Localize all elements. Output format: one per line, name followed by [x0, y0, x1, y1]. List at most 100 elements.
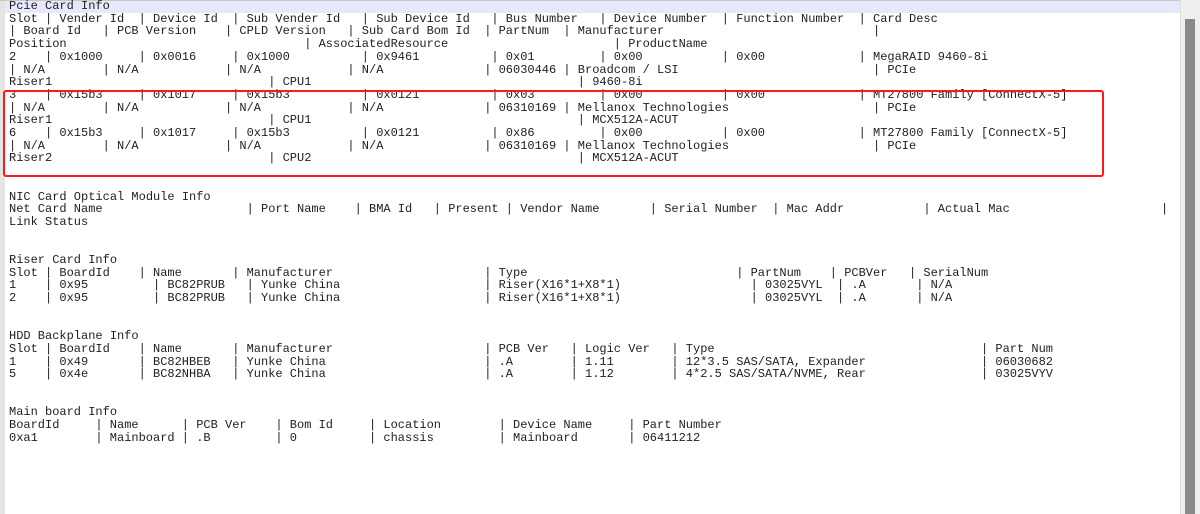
red-highlight-box-mellanox-cards	[3, 90, 1104, 177]
text-cell: | CPU1	[268, 113, 312, 128]
text-cell: | Mac Addr	[772, 202, 845, 217]
text-cell: | N/A	[9, 100, 46, 115]
text-cell: | N/A	[102, 62, 139, 77]
text-cell: Riser1	[9, 75, 53, 90]
riser-header-line: Slot | BoardId | Name | Manufacturer | Type |…	[9, 265, 1179, 280]
text-cell: | Device Number	[599, 11, 708, 26]
text-cell: | CPLD Version	[225, 24, 326, 39]
editor-top-border	[0, 0, 1180, 1]
text-cell: | .A	[484, 354, 513, 369]
text-editor-content[interactable]: Pcie Card Info Slot | Vender Id | Device Id…	[9, 0, 1179, 514]
text-cell: Slot	[9, 265, 38, 280]
text-cell: | BC82PRUB	[153, 278, 226, 293]
riser-section-title: Riser Card Info	[9, 254, 1179, 267]
text-cell: | Name	[138, 265, 182, 280]
text-cell: 2	[9, 291, 17, 306]
text-cell: | Type	[671, 341, 715, 356]
nic-header-line: Net Card Name | Port Name | BMA Id | Presen…	[9, 203, 1179, 216]
mainboard-section-title: Main board Info	[9, 406, 1179, 419]
text-cell: | Part Num	[981, 341, 1054, 356]
text-cell: | BC82HBEB	[138, 354, 211, 369]
text-cell: | Riser(X16*1+X8*1)	[484, 278, 622, 293]
text-cell: Slot	[9, 11, 38, 26]
text-cell: | BC82PRUB	[153, 291, 226, 306]
text-cell: | .B	[181, 430, 211, 445]
text-cell: | Type	[484, 265, 528, 280]
text-cell: | 0x0016	[138, 49, 197, 64]
pcie-text-line: Riser2 | CPU2 | MCX512A-ACUT	[9, 152, 1179, 165]
text-cell: | Yunke China	[232, 354, 326, 369]
text-cell: | Manufacturer	[232, 341, 334, 356]
text-cell: | N/A	[9, 138, 46, 153]
text-cell: | Sub Card Bom Id	[347, 24, 470, 39]
text-cell: Link Status	[9, 214, 89, 229]
text-cell: | 03025VYL	[750, 278, 823, 293]
pcie-text-line: | N/A | N/A | N/A | N/A | 06310169 | Mellanox…	[9, 138, 1179, 153]
section-title: NIC Card Optical Module Info	[9, 189, 211, 204]
text-cell: | 0x01	[491, 49, 535, 64]
text-cell: 1	[9, 354, 17, 369]
text-cell: 5	[9, 367, 17, 382]
text-cell: | 06030446	[484, 62, 557, 77]
text-cell: | N/A	[347, 138, 384, 153]
text-cell: | BoardId	[45, 341, 110, 356]
text-cell: 6	[9, 126, 17, 140]
text-cell: | Device Name	[498, 418, 593, 433]
text-cell: | Location	[369, 418, 442, 433]
editor-gutter	[0, 0, 5, 514]
text-cell: | Present	[433, 202, 499, 217]
text-cell: | 06310169	[484, 138, 557, 153]
text-cell: | Part Number	[628, 418, 722, 433]
text-cell: | BMA Id	[354, 202, 413, 217]
text-cell: | 4*2.5 SAS/SATA/NVME, Rear	[671, 367, 866, 382]
text-cell: | 06310169	[484, 100, 557, 115]
vertical-scrollbar[interactable]	[1180, 0, 1200, 514]
text-cell: | .A	[484, 367, 513, 382]
section-title: Pcie Card Info	[9, 0, 110, 13]
text-cell: | 0x00	[721, 126, 766, 140]
text-cell: | 0x00	[721, 49, 766, 64]
text-cell: | Mellanox Technologies	[563, 138, 730, 153]
hdd-section-title: HDD Backplane Info	[9, 330, 1179, 343]
text-cell: | Yunke China	[246, 278, 341, 293]
pcie-text-line: Position | AssociatedResource | ProductNam…	[9, 38, 1179, 51]
text-cell: | N/A	[916, 291, 953, 306]
text-cell: |	[873, 24, 881, 39]
text-cell: | Card Desc	[858, 11, 938, 26]
nic-text-line: Link Status	[9, 214, 1179, 229]
text-cell: | CPU2	[268, 151, 312, 166]
text-cell: | PCIe	[873, 62, 917, 77]
text-cell: | Broadcom / LSI	[563, 62, 679, 77]
text-cell: | PCB Ver	[484, 341, 549, 356]
text-cell: | 0x4e	[45, 367, 89, 382]
text-cell: BoardId	[9, 418, 60, 433]
nic-section-title: NIC Card Optical Module Info	[9, 189, 1179, 204]
text-cell: | CPU1	[268, 75, 312, 90]
hdd-header-line: Slot | BoardId | Name | Manufacturer | PCB V…	[9, 341, 1179, 356]
text-cell: | 0x95	[45, 278, 89, 293]
text-cell: Position	[9, 37, 67, 52]
text-cell: | Logic Ver	[570, 341, 650, 356]
text-cell: | BC82NHBA	[138, 367, 211, 382]
section-title: Main board Info	[9, 405, 118, 420]
section-title: Riser Card Info	[9, 253, 118, 267]
section-title: HDD Backplane Info	[9, 329, 139, 344]
text-cell: | 0x15b3	[45, 126, 103, 140]
text-cell: | SerialNum	[909, 265, 989, 280]
pcie-section-title: Pcie Card Info	[9, 0, 1179, 13]
text-cell: | N/A	[9, 62, 46, 77]
text-cell: 3	[9, 87, 17, 102]
text-cell: | Function Number	[721, 11, 845, 26]
pcie-text-line: | N/A | N/A | N/A | N/A | 06310169 | Mellanox…	[9, 100, 1179, 115]
text-cell: | 1.12	[570, 367, 614, 382]
text-cell: | Mellanox Technologies	[563, 100, 730, 115]
pcie-text-line: 6 | 0x15b3 | 0x1017 | 0x15b3 | 0x0121 | 0x86 |…	[9, 127, 1179, 140]
text-cell: | 0x00	[599, 49, 643, 64]
pcie-text-line: 2 | 0x1000 | 0x0016 | 0x1000 | 0x9461 | 0x01 |…	[9, 49, 1179, 64]
scrollbar-thumb[interactable]	[1185, 19, 1195, 514]
text-cell: | MegaRAID 9460-8i	[858, 49, 989, 64]
text-cell: 1	[9, 278, 17, 293]
text-cell: | 0x86	[491, 126, 535, 140]
text-cell: | Device Id	[138, 11, 218, 26]
text-cell: | N/A	[102, 138, 139, 153]
